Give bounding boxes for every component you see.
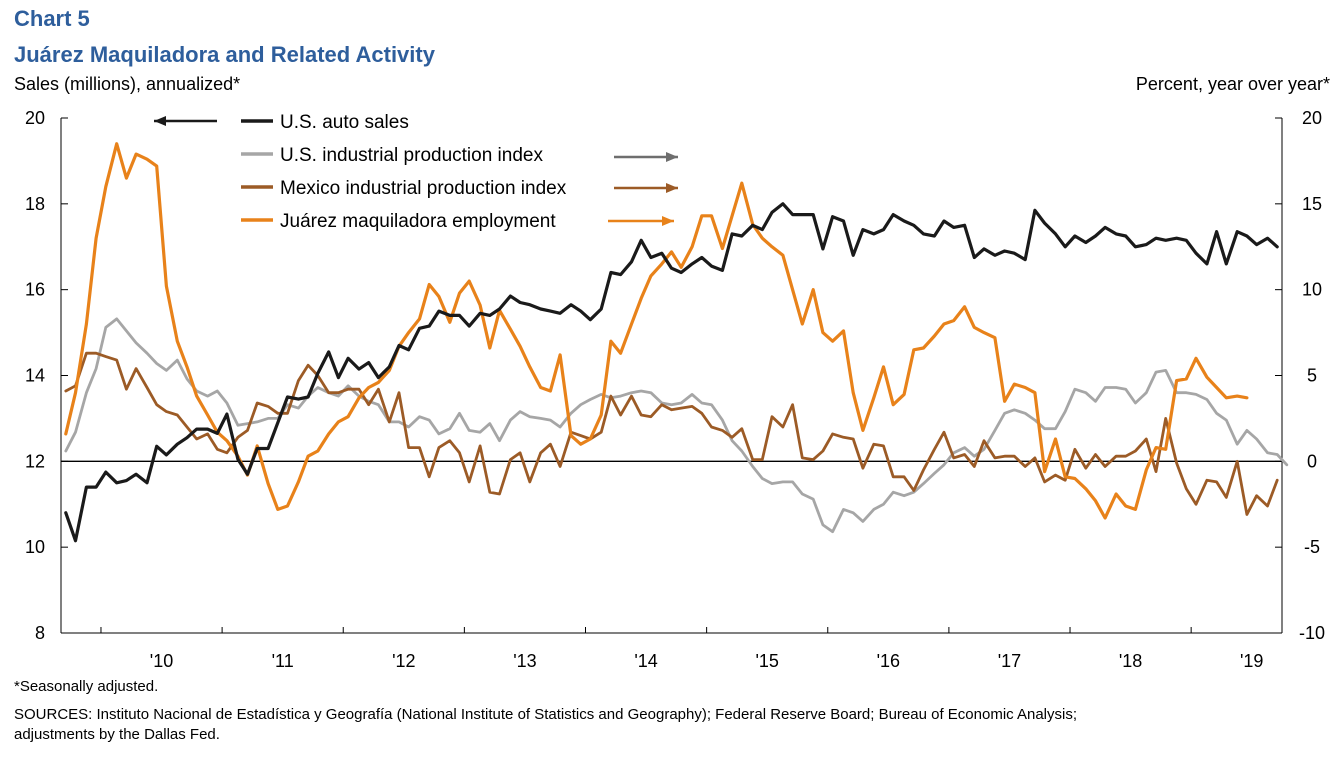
legend-label: U.S. industrial production index bbox=[280, 145, 543, 166]
right-tick-label: 5 bbox=[1307, 366, 1317, 386]
left-tick-label: 10 bbox=[25, 537, 45, 557]
x-tick-label: '11 bbox=[272, 651, 294, 671]
right-tick-label: -10 bbox=[1299, 623, 1325, 643]
right-tick-label: 10 bbox=[1302, 280, 1322, 300]
right-axis-label: Percent, year over year* bbox=[1135, 74, 1330, 94]
right-tick-label: 0 bbox=[1307, 451, 1317, 471]
left-tick-label: 8 bbox=[35, 623, 45, 643]
x-tick-label: '18 bbox=[1119, 651, 1142, 671]
x-tick-label: '16 bbox=[877, 651, 900, 671]
x-tick-label: '17 bbox=[998, 651, 1021, 671]
legend-label: Mexico industrial production index bbox=[280, 178, 567, 199]
sources-line-1: SOURCES: Instituto Nacional de Estadísti… bbox=[14, 706, 1078, 723]
right-tick-label: 20 bbox=[1302, 108, 1322, 128]
legend-label: U.S. auto sales bbox=[280, 112, 409, 133]
left-tick-label: 18 bbox=[25, 194, 45, 214]
right-axis-arrow-juarez-head bbox=[662, 216, 674, 226]
left-tick-label: 12 bbox=[25, 451, 45, 471]
left-tick-label: 14 bbox=[25, 366, 45, 386]
seasonal-note: *Seasonally adjusted. bbox=[14, 678, 159, 695]
chart-title: Juárez Maquiladora and Related Activity bbox=[14, 42, 435, 67]
x-tick-label: '12 bbox=[392, 651, 415, 671]
x-tick-label: '10 bbox=[150, 651, 173, 671]
series-line-u-s-industrial-production-index bbox=[64, 317, 1289, 534]
left-axis-arrow-head bbox=[154, 116, 166, 126]
right-tick-label: -5 bbox=[1304, 537, 1320, 557]
chart-number: Chart 5 bbox=[14, 6, 90, 31]
series-line-ju-rez-maquiladora-employment bbox=[64, 142, 1249, 520]
left-tick-label: 20 bbox=[25, 108, 45, 128]
left-axis-label: Sales (millions), annualized* bbox=[14, 74, 241, 94]
sources-line-2: adjustments by the Dallas Fed. bbox=[14, 726, 220, 743]
x-tick-label: '13 bbox=[513, 651, 536, 671]
legend-label: Juárez maquiladora employment bbox=[280, 211, 556, 232]
x-tick-label: '14 bbox=[634, 651, 657, 671]
right-tick-label: 15 bbox=[1302, 194, 1322, 214]
x-tick-label: '19 bbox=[1240, 651, 1263, 671]
x-tick-label: '15 bbox=[755, 651, 778, 671]
left-tick-label: 16 bbox=[25, 280, 45, 300]
series-line-mexico-industrial-production-index bbox=[64, 351, 1279, 516]
series-line-u-s-auto-sales bbox=[64, 202, 1279, 543]
right-axis-arrow-us-ip-head bbox=[666, 152, 678, 162]
right-axis-arrow-mexico-ip-head bbox=[666, 183, 678, 193]
